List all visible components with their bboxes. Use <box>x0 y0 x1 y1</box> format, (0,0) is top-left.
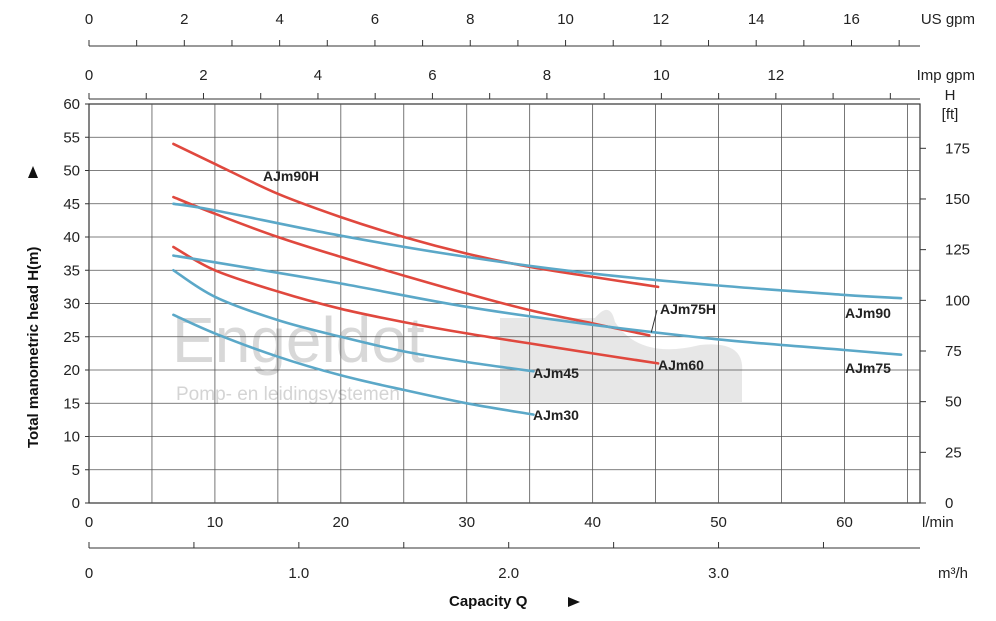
m3h-tick-label: 1.0 <box>288 565 309 582</box>
y-tick-label: 60 <box>63 96 80 113</box>
imp-gpm-tick-label: 12 <box>768 67 785 84</box>
series-line-ajm75h <box>172 195 651 337</box>
imp-gpm-tick-label: 10 <box>653 67 670 84</box>
x-tick-label: 10 <box>207 514 224 531</box>
series-line-ajm60 <box>172 245 660 365</box>
series-label-ajm90h: AJm90H <box>263 168 319 184</box>
us-gpm-tick-label: 8 <box>466 11 474 28</box>
y-tick-label: 45 <box>63 196 80 213</box>
y-tick-label: 30 <box>63 296 80 313</box>
series-label-ajm90: AJm90 <box>845 305 891 321</box>
x-tick-label: 60 <box>836 514 853 531</box>
us-gpm-tick-label: 0 <box>85 11 93 28</box>
y-axis-title: Total manometric head H(m) <box>25 247 42 448</box>
series-label-ajm45: AJm45 <box>533 365 579 381</box>
y-tick-label: 5 <box>72 462 80 479</box>
y-tick-label: 15 <box>63 395 80 412</box>
watermark-logo: Engeldot Pomp- en leidingsystemen <box>172 304 743 405</box>
imp-gpm-tick-label: 0 <box>85 67 93 84</box>
us-gpm-tick-label: 6 <box>371 11 379 28</box>
watermark-tagline: Pomp- en leidingsystemen <box>176 384 400 405</box>
m3h-tick-label: 3.0 <box>708 565 729 582</box>
y-tick-label: 40 <box>63 229 80 246</box>
m3h-unit-label: m³/h <box>938 565 968 582</box>
m3h-tick-label: 0 <box>85 565 93 582</box>
series-line-ajm45 <box>172 269 535 373</box>
chart-grid <box>88 103 921 504</box>
chart-labels: AJm90H AJm75H AJm60 AJm90 AJm75 AJm45 AJm30 <box>263 168 891 423</box>
x-axis-arrow-icon <box>568 597 580 607</box>
chart-series <box>172 142 903 416</box>
series-label-ajm30: AJm30 <box>533 407 579 423</box>
us-gpm-tick-label: 4 <box>275 11 283 28</box>
y-tick-label: 50 <box>63 163 80 180</box>
imp-gpm-tick-label: 2 <box>199 67 207 84</box>
y-tick-label: 35 <box>63 262 80 279</box>
y-tick-label: 20 <box>63 362 80 379</box>
series-line-ajm90 <box>172 202 903 300</box>
x-tick-label: 40 <box>584 514 601 531</box>
series-label-ajm75h: AJm75H <box>660 301 716 317</box>
watermark-wave-shape <box>500 309 743 402</box>
ft-tick-label: 25 <box>945 444 962 461</box>
x-tick-label: 0 <box>85 514 93 531</box>
ft-unit-top: H <box>945 87 956 104</box>
us-gpm-tick-label: 2 <box>180 11 188 28</box>
series-line-ajm75 <box>172 254 903 356</box>
x-axis-title: Capacity Q <box>449 593 528 610</box>
us-gpm-tick-label: 16 <box>843 11 860 28</box>
x-tick-label: 50 <box>710 514 727 531</box>
us-gpm-tick-label: 14 <box>748 11 765 28</box>
us-gpm-unit-label: US gpm <box>921 11 975 28</box>
watermark-brand: Engeldot <box>172 304 425 376</box>
m3h-tick-label: 2.0 <box>498 565 519 582</box>
ft-unit-bottom: [ft] <box>942 106 959 123</box>
series-label-ajm75: AJm75 <box>845 360 891 376</box>
y-tick-label: 0 <box>72 495 80 512</box>
imp-gpm-tick-label: 6 <box>428 67 436 84</box>
ft-tick-label: 125 <box>945 242 970 259</box>
y-tick-label: 25 <box>63 329 80 346</box>
ft-tick-label: 100 <box>945 292 970 309</box>
us-gpm-tick-label: 12 <box>653 11 670 28</box>
series-line-ajm90h <box>172 142 660 289</box>
ft-tick-label: 175 <box>945 140 970 157</box>
x-unit-label: l/min <box>922 514 954 531</box>
us-gpm-tick-label: 10 <box>557 11 574 28</box>
series-label-ajm60: AJm60 <box>658 357 704 373</box>
imp-gpm-tick-label: 4 <box>314 67 322 84</box>
series-label-leader <box>650 309 658 333</box>
y-axis-arrow-icon <box>28 166 38 178</box>
x-tick-label: 20 <box>332 514 349 531</box>
ft-tick-label: 150 <box>945 191 970 208</box>
ft-tick-label: 0 <box>945 495 953 512</box>
y-tick-label: 55 <box>63 129 80 146</box>
imp-gpm-unit-label: Imp gpm <box>917 67 975 84</box>
ft-tick-label: 50 <box>945 394 962 411</box>
series-line-ajm30 <box>172 313 535 416</box>
imp-gpm-tick-label: 8 <box>543 67 551 84</box>
x-tick-label: 30 <box>458 514 475 531</box>
y-tick-label: 10 <box>63 429 80 446</box>
ft-tick-label: 75 <box>945 343 962 360</box>
